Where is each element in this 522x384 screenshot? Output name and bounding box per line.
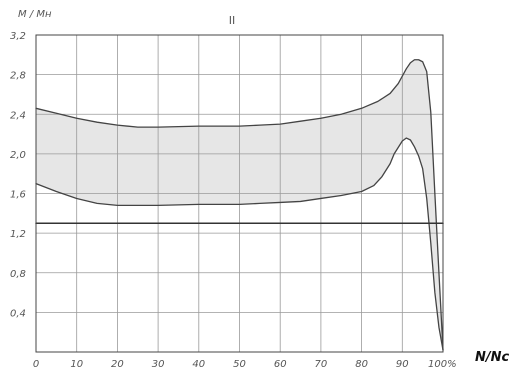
chart-title: II [229, 14, 236, 27]
x-tick-label-20: 20 [111, 359, 124, 370]
y-tick-label-0-4: 0,4 [10, 308, 26, 319]
x-tick-label-70: 70 [315, 359, 328, 370]
x-tick-label-90: 90 [396, 359, 409, 370]
x-tick-label-80: 80 [355, 359, 368, 370]
y-tick-label-3-2: 3,2 [10, 31, 26, 42]
x-axis-title: N/Nc [475, 350, 510, 365]
x-tick-label-40: 40 [192, 359, 205, 370]
lower-boundary-curve [35, 137, 444, 351]
x-tick-label-30: 30 [152, 359, 165, 370]
y-tick-label-2-8: 2,8 [10, 71, 26, 82]
upper-boundary-curve [35, 59, 444, 351]
x-tick-label-100: 100% [428, 359, 457, 370]
y-tick-label-1-6: 1,6 [10, 190, 26, 201]
y-tick-label-2-4: 2,4 [10, 110, 26, 121]
band-area [36, 59, 443, 351]
x-tick-label-60: 60 [274, 359, 287, 370]
plot-frame [35, 34, 444, 353]
x-tick-label-10: 10 [70, 359, 83, 370]
x-tick-label-50: 50 [233, 359, 246, 370]
y-tick-label-2: 2,0 [10, 150, 26, 161]
y-tick-label-1-2: 1,2 [10, 229, 26, 240]
y-axis-title: M / Mн [18, 9, 52, 20]
x-tick-label-0: 0 [33, 359, 39, 370]
y-tick-label-0-8: 0,8 [10, 269, 26, 280]
